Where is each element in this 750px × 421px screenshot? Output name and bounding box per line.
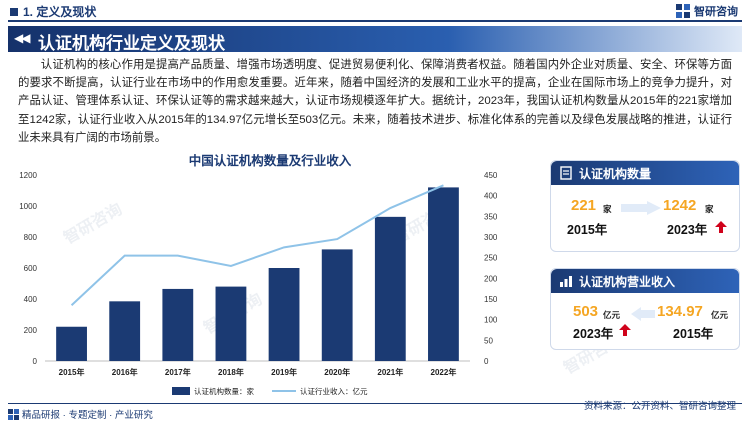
y-left-tick-label: 800 <box>24 233 38 242</box>
y-right-tick-label: 100 <box>484 316 498 325</box>
bar <box>374 216 406 361</box>
top-header: 1. 定义及现状 智研咨询 <box>0 0 750 22</box>
x-tick-label: 2015年 <box>59 367 85 377</box>
from-unit: 家 <box>603 204 612 214</box>
x-tick-label: 2016年 <box>112 367 138 377</box>
to-unit: 亿元 <box>711 310 729 320</box>
y-right-tick-label: 150 <box>484 295 498 304</box>
header-divider <box>8 20 742 22</box>
x-tick-label: 2020年 <box>324 367 350 377</box>
bar <box>268 268 300 361</box>
logo-icon <box>676 4 690 18</box>
right-arrow-icon <box>621 201 661 215</box>
section-label: 1. 定义及现状 <box>10 3 96 20</box>
footer-tagline: 精品研报 · 专题定制 · 产业研究 <box>8 407 153 421</box>
y-right-tick-label: 200 <box>484 274 498 283</box>
to-year: 2023年 <box>667 223 708 237</box>
card-title: 认证机构数量 <box>579 167 652 181</box>
bar <box>321 249 353 361</box>
bar <box>215 286 247 361</box>
card-institution-count: 认证机构数量 221 家 2015年 1242 家 2023年 <box>550 160 740 252</box>
y-left-tick-label: 600 <box>24 264 38 273</box>
x-tick-label: 2018年 <box>218 367 244 377</box>
document-icon <box>560 166 572 180</box>
to-year: 2015年 <box>673 327 714 341</box>
y-right-tick-label: 250 <box>484 254 498 263</box>
from-year: 2015年 <box>567 223 608 237</box>
bar <box>162 288 194 361</box>
y-left-tick-label: 1200 <box>19 171 37 180</box>
legend-swatch-bar <box>172 387 190 395</box>
x-tick-label: 2021年 <box>377 367 403 377</box>
bar <box>109 301 141 361</box>
source-note: 资料来源：公开资料、智研咨询整理 <box>583 401 736 412</box>
brand-logo: 智研咨询 <box>676 3 738 19</box>
y-left-tick-label: 0 <box>33 357 38 366</box>
footer-tagline-text: 精品研报 · 专题定制 · 产业研究 <box>22 410 153 421</box>
y-left-tick-label: 1000 <box>19 202 37 211</box>
bar-chart-icon <box>560 276 572 287</box>
y-right-tick-label: 0 <box>484 357 489 366</box>
title-banner: ◀◀ 认证机构行业定义及现状 <box>8 26 742 53</box>
logo-icon <box>8 408 19 420</box>
to-value: 1242 <box>663 197 697 214</box>
up-arrow-icon <box>619 324 631 336</box>
legend-label: 认证行业收入：亿元 <box>300 386 368 396</box>
from-unit: 亿元 <box>603 310 621 320</box>
y-right-tick-label: 50 <box>484 336 493 345</box>
logo-text: 智研咨询 <box>694 6 738 18</box>
x-tick-label: 2017年 <box>165 367 191 377</box>
from-year: 2023年 <box>573 327 614 341</box>
bar <box>428 187 459 361</box>
up-arrow-icon <box>715 221 727 233</box>
card-title: 认证机构营业收入 <box>579 275 676 289</box>
card-header: 认证机构数量 <box>551 161 739 185</box>
left-arrow-icon <box>631 307 655 321</box>
from-value: 503 <box>573 303 599 320</box>
section-square-icon <box>10 7 18 16</box>
card-header: 认证机构营业收入 <box>551 269 739 293</box>
footer-divider <box>8 403 742 404</box>
y-right-tick-label: 450 <box>484 171 498 180</box>
section-label-text: 1. 定义及现状 <box>23 5 97 19</box>
double-arrow-icon: ◀◀ <box>14 31 31 45</box>
to-value: 134.97 <box>657 303 703 320</box>
chart-title: 中国认证机构数量及行业收入 <box>188 154 352 168</box>
y-left-tick-label: 400 <box>24 295 38 304</box>
y-right-tick-label: 350 <box>484 212 498 221</box>
line-series <box>70 184 444 306</box>
y-right-tick-label: 300 <box>484 233 498 242</box>
x-tick-label: 2019年 <box>271 367 297 377</box>
page-title: 认证机构行业定义及现状 <box>38 34 225 53</box>
x-tick-label: 2022年 <box>431 367 457 377</box>
from-value: 221 <box>571 197 597 214</box>
bar-line-chart: 0 200 400 600 800 1000 1200 0 50 100 150 200 250 300 3… <box>19 171 498 396</box>
y-left-tick-label: 200 <box>24 326 38 335</box>
bar <box>56 326 87 361</box>
intro-paragraph: 认证机构的核心作用是提高产品质量、增强市场透明度、促进贸易便利化、保障消费者权益… <box>18 59 732 144</box>
card-revenue: 认证机构营业收入 503 亿元 2023年 134.97 亿元 2015年 <box>550 268 740 350</box>
y-right-tick-label: 400 <box>484 192 498 201</box>
legend-label: 认证机构数量：家 <box>194 386 254 396</box>
to-unit: 家 <box>705 204 714 214</box>
